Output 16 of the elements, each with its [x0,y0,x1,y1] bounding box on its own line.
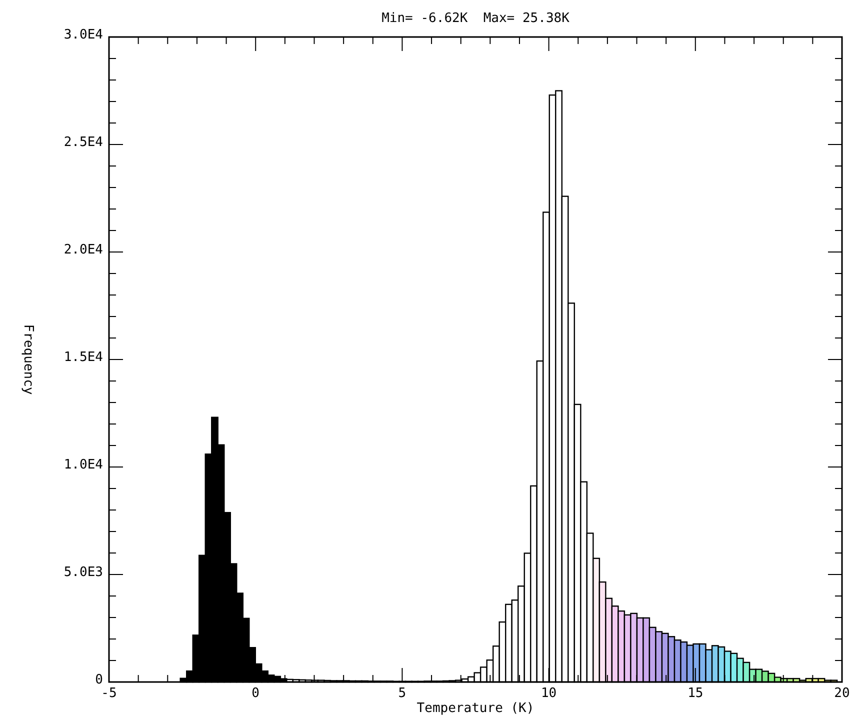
x-tick-label: -5 [101,686,117,701]
x-tick-label: 0 [252,686,260,701]
chart-title: Min= -6.62K Max= 25.38K [382,11,570,26]
x-tick-label: 10 [540,686,557,701]
y-tick-label: 1.0E4 [64,458,104,473]
y-tick-label: 0 [95,672,103,688]
x-tick-label: 5 [398,686,406,701]
x-tick-label: 20 [834,686,850,701]
y-tick-label: 3.0E4 [64,28,104,43]
x-tick-label: 15 [688,686,704,701]
y-axis-title: Frequency [20,324,36,395]
y-tick-label: 5.0E3 [64,565,103,580]
y-tick-label: 2.0E4 [64,242,104,258]
x-axis-title: Temperature (K) [416,701,534,716]
y-tick-label: 1.5E4 [64,350,104,366]
y-tick-label: 2.5E4 [64,135,104,150]
